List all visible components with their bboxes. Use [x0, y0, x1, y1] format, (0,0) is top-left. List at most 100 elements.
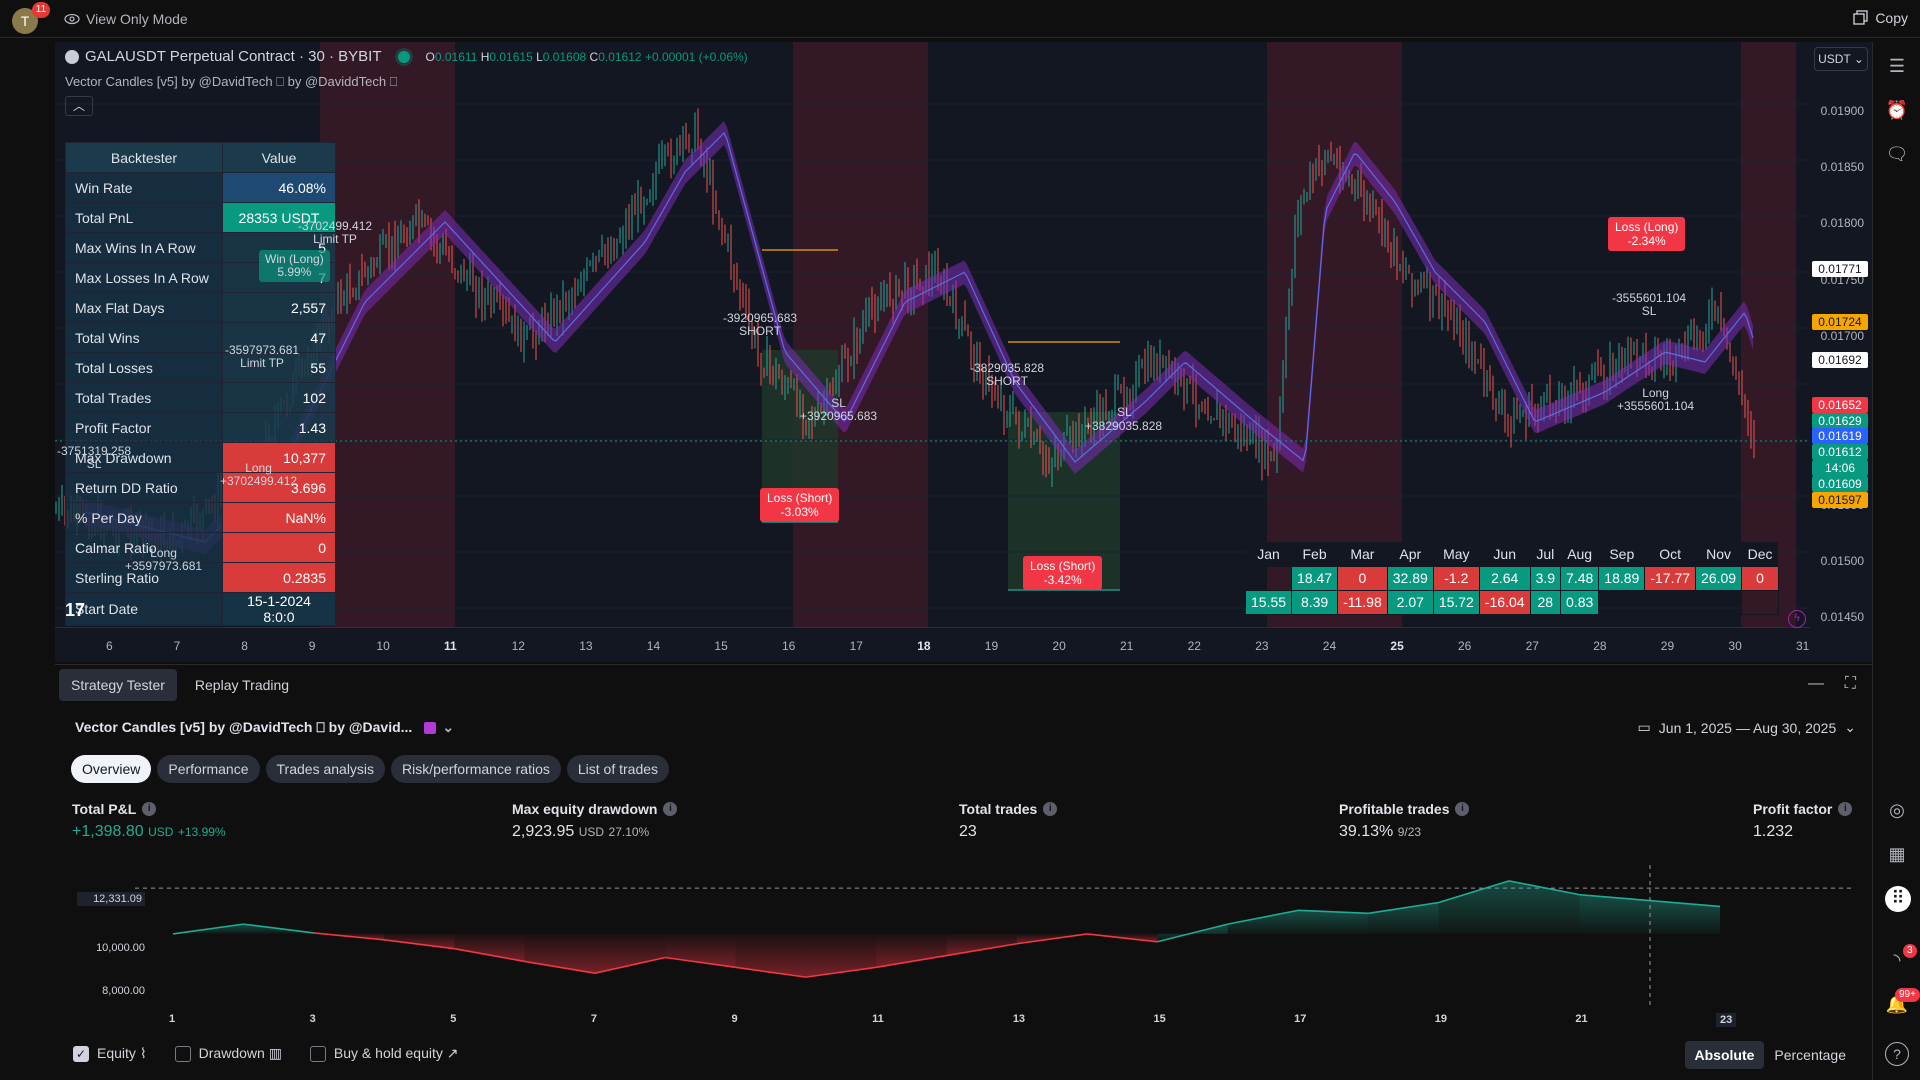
equity-checkbox[interactable]: ✓ [73, 1046, 89, 1063]
info-icon[interactable]: i [1455, 802, 1470, 816]
equity-toggle[interactable]: ✓ Equity ⌇ [73, 1045, 147, 1063]
maximize-icon[interactable]: ⛶ [1844, 675, 1856, 692]
bottom-tabs: Strategy Tester Replay Trading [59, 669, 301, 701]
strategy-title[interactable]: Vector Candles [v5] by @DavidTech ⎕ by @… [75, 719, 454, 736]
month-return-cell [1695, 589, 1743, 615]
tab-performance[interactable]: Performance [157, 755, 260, 783]
price-tag: 14:06 [1812, 460, 1868, 476]
backtester-row: Max Flat Days 2,557 [65, 292, 336, 323]
minimize-icon[interactable]: — [1808, 675, 1824, 692]
watchlist-icon[interactable]: ☰ [1888, 56, 1906, 76]
month-header: Aug [1560, 542, 1599, 566]
indicator-legend[interactable]: Vector Candles [v5] by @DavidTech ⎕ by @… [65, 74, 398, 89]
speedometer-icon[interactable]: ◎ [1889, 800, 1905, 820]
tradingview-logo-icon[interactable]: 17 [65, 600, 86, 620]
time-label: 26 [1458, 639, 1472, 653]
price-tag: 0.01619 [1812, 428, 1868, 444]
time-label: 16 [782, 639, 796, 653]
equity-line-segment [876, 954, 947, 969]
overview-tabs: Overview Performance Trades analysis Ris… [71, 755, 670, 783]
grid-icon[interactable]: ⠿ [1885, 886, 1911, 912]
currency-selector[interactable]: USDT ⌄ [1814, 47, 1868, 71]
chat-icon[interactable]: 🗨 [1885, 144, 1909, 164]
chevron-down-icon: ⌄ [1844, 719, 1856, 735]
backtester-metric-name: Max Flat Days [65, 292, 223, 323]
equity-chart[interactable] [55, 865, 1872, 1005]
pnl-unit: USD [148, 825, 174, 839]
month-return-cell: -11.98 [1337, 589, 1388, 615]
time-label: 7 [173, 639, 181, 653]
month-header: Oct [1644, 542, 1696, 566]
calendar-badge-icon [424, 721, 437, 734]
backtester-metric-value: 15-1-2024 8:0:0 [222, 592, 336, 626]
equity-area [594, 933, 666, 974]
loss-short-tag-1: Loss (Short) -3.03% [760, 488, 840, 522]
symbol-title[interactable]: GALAUSDT Perpetual Contract · 30 · BYBIT [85, 48, 382, 65]
backtester-metric-value: 47 [222, 322, 336, 353]
backtester-row: Total PnL 28353 USDT [65, 202, 336, 233]
lightning-icon[interactable]: ϟ [1788, 610, 1806, 628]
candle-canvas[interactable] [55, 42, 1810, 627]
right-toolbar: ☰ ⏰ 🗨 ◎ ▦ ⠿ ◝ 3 🔔 99+ ? [1872, 42, 1920, 1080]
equity-x-label: 15 [1153, 1013, 1166, 1025]
drawdown-checkbox[interactable] [174, 1046, 191, 1063]
equity-line-segment [1579, 893, 1650, 902]
time-label: 14 [646, 639, 661, 653]
equity-area [454, 933, 525, 962]
alarm-clock-icon[interactable]: ⏰ [1885, 100, 1909, 120]
month-header: Jul [1530, 542, 1561, 566]
month-return-cell: 18.47 [1291, 565, 1339, 591]
percentage-button[interactable]: Percentage [1774, 1047, 1846, 1063]
ohlc-values: O0.01611 H0.01615 L0.01608 C0.01612 +0.0… [425, 49, 748, 64]
tab-trades-analysis[interactable]: Trades analysis [265, 755, 386, 783]
equity-area [1087, 933, 1158, 942]
equity-x-label: 9 [731, 1013, 738, 1025]
equity-area [946, 933, 1017, 956]
chevron-down-icon[interactable]: ⌄ [442, 719, 455, 735]
month-return-cell: 26.09 [1695, 565, 1743, 591]
time-label: 9 [308, 639, 316, 653]
price-tag: 0.01652 [1812, 397, 1868, 413]
tab-risk-performance[interactable]: Risk/performance ratios [391, 755, 561, 783]
month-header: Dec [1741, 542, 1779, 566]
feed-icon[interactable]: ◝ [1893, 950, 1901, 970]
equity-x-label: 17 [1294, 1013, 1307, 1025]
equity-x-label: 1 [169, 1013, 176, 1025]
copy-button[interactable]: Copy [1853, 10, 1908, 26]
time-label: 11 [444, 639, 457, 653]
collapse-legend-button[interactable]: ︿ [65, 96, 93, 116]
date-range-selector[interactable]: ▭ Jun 1, 2025 — Aug 30, 2025 ⌄ [1638, 719, 1856, 736]
tab-list-of-trades[interactable]: List of trades [566, 755, 670, 783]
view-only-mode[interactable]: View Only Mode [64, 11, 188, 27]
equity-area [1509, 880, 1580, 934]
sl-label-2b: SL [1117, 405, 1132, 419]
info-icon[interactable]: i [1043, 802, 1058, 816]
tab-replay-trading[interactable]: Replay Trading [194, 677, 290, 693]
month-return-cell: -16.04 [1478, 589, 1531, 615]
time-axis[interactable]: 6 7 8 9 10 11 12 13 14 15 16 17 18 19 20 21 22 23 24 25 26 27… [55, 627, 1810, 662]
backtester-metric-name: Max Wins In A Row [65, 232, 223, 263]
time-label: 25 [1390, 639, 1404, 653]
drawdown-label: Drawdown [198, 1045, 265, 1061]
calendar-icon[interactable]: ▦ [1888, 844, 1906, 864]
equity-area [524, 933, 595, 974]
tab-strategy-tester[interactable]: Strategy Tester [59, 669, 177, 701]
equity-line-segment [1087, 933, 1158, 943]
absolute-button[interactable]: Absolute [1684, 1041, 1765, 1069]
price-chart[interactable]: GALAUSDT Perpetual Contract · 30 · BYBIT… [55, 42, 1872, 662]
price-axis[interactable]: 0.01900 0.01850 0.01800 0.01750 0.01700 0.015… [1810, 42, 1872, 627]
view-only-label: View Only Mode [86, 11, 188, 27]
drawdown-toggle[interactable]: Drawdown ▥ [174, 1045, 282, 1063]
profitable-value: 39.13% [1339, 823, 1394, 840]
calendar-icon: ▭ [1637, 719, 1651, 735]
buyhold-toggle[interactable]: Buy & hold equity ↗ [309, 1045, 459, 1063]
info-icon[interactable]: i [142, 802, 157, 816]
tab-overview[interactable]: Overview [71, 755, 152, 783]
backtester-row: Total Wins 47 [65, 322, 336, 353]
help-icon[interactable]: ? [1885, 1042, 1909, 1066]
time-label: 19 [984, 639, 999, 653]
info-icon[interactable]: i [663, 802, 678, 816]
time-label: 12 [511, 639, 525, 653]
buyhold-checkbox[interactable] [309, 1046, 326, 1063]
info-icon[interactable]: i [1838, 802, 1853, 816]
